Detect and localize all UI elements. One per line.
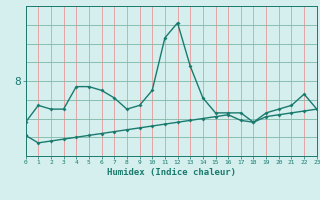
X-axis label: Humidex (Indice chaleur): Humidex (Indice chaleur) [107, 168, 236, 177]
